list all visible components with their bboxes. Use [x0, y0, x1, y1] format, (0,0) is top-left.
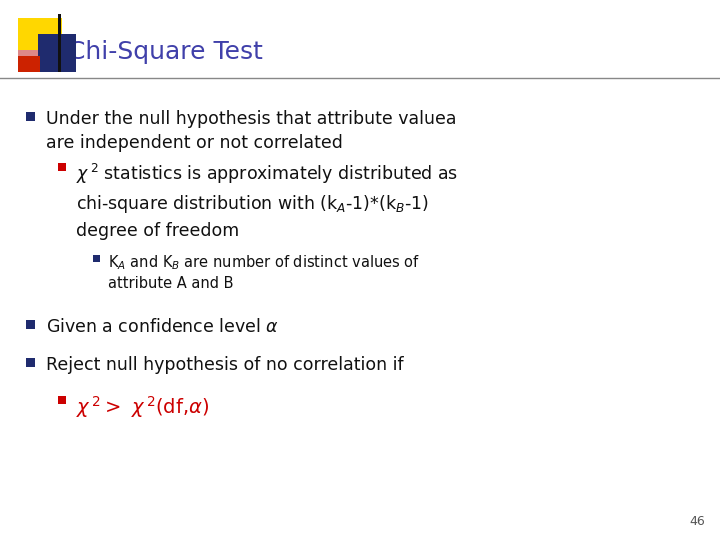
Bar: [18, 50, 38, 72]
Bar: [92, 254, 99, 261]
Text: Reject null hypothesis of no correlation if: Reject null hypothesis of no correlation…: [46, 356, 404, 374]
Bar: [18, 56, 40, 72]
Text: Chi-Square Test: Chi-Square Test: [68, 40, 263, 64]
Bar: [58, 14, 61, 72]
Bar: [58, 163, 66, 171]
Bar: [18, 18, 62, 62]
Text: 46: 46: [689, 515, 705, 528]
Bar: [25, 357, 35, 367]
Bar: [38, 34, 76, 72]
Text: $\chi\,^2$ statistics is approximately distributed as
chi-square distribution wi: $\chi\,^2$ statistics is approximately d…: [76, 162, 458, 240]
Bar: [25, 320, 35, 328]
Text: Given a confidence level $\alpha$: Given a confidence level $\alpha$: [46, 318, 279, 336]
Bar: [58, 396, 66, 404]
Text: Under the null hypothesis that attribute valuea
are independent or not correlate: Under the null hypothesis that attribute…: [46, 110, 456, 152]
Text: K$_A$ and K$_B$ are number of distinct values of
attribute A and B: K$_A$ and K$_B$ are number of distinct v…: [108, 253, 420, 292]
Bar: [25, 111, 35, 120]
Text: $\chi\,^2$$>$ $\chi\,^2$(df,$\alpha$): $\chi\,^2$$>$ $\chi\,^2$(df,$\alpha$): [76, 394, 209, 420]
